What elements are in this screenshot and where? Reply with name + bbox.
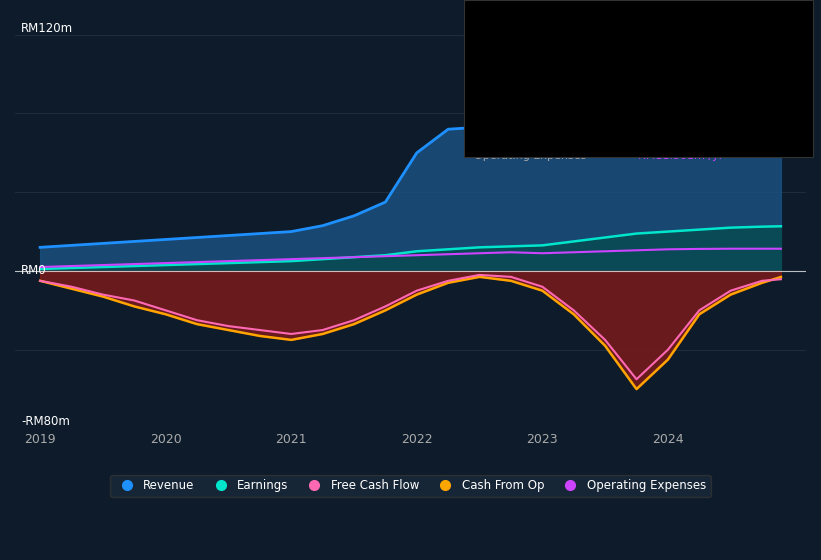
Text: RM120m: RM120m [21, 22, 73, 35]
Text: Operating Expenses: Operating Expenses [475, 151, 587, 161]
Text: Revenue: Revenue [475, 47, 523, 57]
Legend: Revenue, Earnings, Free Cash Flow, Cash From Op, Operating Expenses: Revenue, Earnings, Free Cash Flow, Cash … [110, 474, 711, 497]
Text: 19.4%: 19.4% [639, 86, 677, 96]
Text: RM11.301m /yr: RM11.301m /yr [639, 151, 723, 161]
Text: RM116.747m /yr: RM116.747m /yr [639, 47, 731, 57]
Text: RM22.696m /yr: RM22.696m /yr [639, 69, 724, 79]
Text: profit margin: profit margin [680, 86, 756, 96]
Text: Cash From Op: Cash From Op [475, 130, 553, 140]
Text: -RM4.242m /yr: -RM4.242m /yr [639, 108, 721, 118]
Text: -RM80m: -RM80m [21, 416, 70, 428]
Text: -RM3.070m /yr: -RM3.070m /yr [639, 130, 721, 140]
Text: Sep 30 2024: Sep 30 2024 [475, 19, 562, 32]
Text: Free Cash Flow: Free Cash Flow [475, 108, 558, 118]
Text: Earnings: Earnings [475, 69, 523, 79]
Text: RM0: RM0 [21, 264, 47, 277]
